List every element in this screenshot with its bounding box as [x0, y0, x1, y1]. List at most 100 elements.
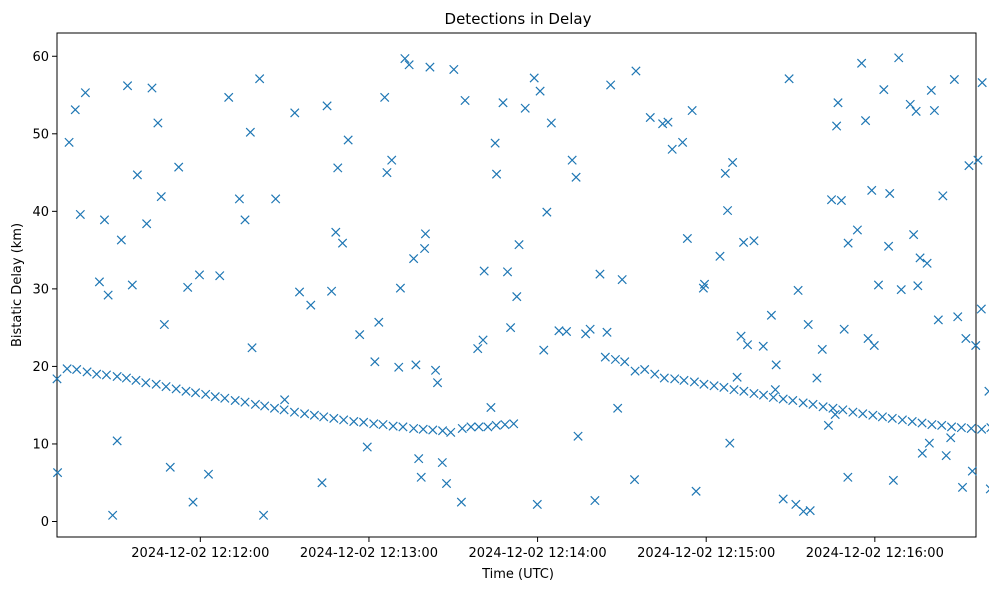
- data-point: [629, 474, 640, 485]
- data-point: [868, 410, 878, 420]
- data-point: [72, 364, 82, 375]
- data-point: [620, 357, 630, 367]
- data-point: [879, 84, 889, 95]
- data-point: [269, 403, 280, 413]
- data-point: [224, 92, 234, 102]
- data-point: [691, 486, 701, 496]
- data-point: [905, 99, 915, 109]
- data-point: [343, 135, 353, 145]
- data-point: [687, 105, 697, 116]
- data-point: [812, 373, 822, 383]
- data-point: [897, 415, 907, 425]
- data-point: [411, 360, 421, 370]
- data-point: [831, 121, 842, 131]
- data-point: [535, 86, 545, 96]
- data-point: [843, 238, 853, 248]
- data-point: [917, 418, 927, 428]
- data-point: [240, 215, 250, 225]
- data-point: [409, 423, 419, 434]
- data-point: [188, 497, 198, 507]
- data-point: [976, 304, 986, 314]
- data-point: [709, 381, 719, 391]
- data-point: [546, 118, 556, 128]
- data-point: [380, 92, 390, 102]
- data-point: [913, 281, 923, 291]
- data-point: [245, 127, 255, 137]
- data-point: [80, 88, 91, 98]
- data-point: [839, 324, 849, 334]
- data-point: [727, 157, 738, 168]
- data-point: [833, 98, 843, 108]
- data-point: [306, 300, 316, 310]
- data-point: [887, 413, 897, 423]
- data-point: [414, 454, 424, 464]
- data-point: [156, 191, 166, 202]
- data-point: [908, 229, 919, 240]
- data-point: [258, 510, 269, 520]
- data-point: [420, 229, 431, 239]
- data-point: [670, 374, 680, 384]
- data-point: [378, 419, 388, 430]
- data-point: [512, 292, 522, 302]
- data-point: [62, 364, 72, 374]
- data-point: [883, 241, 894, 251]
- data-point: [317, 478, 327, 488]
- data-point: [151, 379, 161, 389]
- data-point: [190, 388, 201, 398]
- data-point: [425, 62, 435, 72]
- data-point: [409, 254, 419, 264]
- data-point: [922, 258, 932, 268]
- data-point: [326, 286, 337, 296]
- data-point: [234, 194, 245, 204]
- data-point: [473, 343, 483, 354]
- data-point: [917, 448, 927, 458]
- data-point: [771, 360, 781, 370]
- data-point: [613, 403, 623, 413]
- data-point: [174, 162, 184, 172]
- data-point: [729, 385, 739, 395]
- data-point: [830, 409, 840, 420]
- data-point: [843, 472, 853, 482]
- data-point: [640, 364, 650, 375]
- data-point: [339, 415, 349, 425]
- x-tick-label: 2024-12-02 12:15:00: [637, 546, 775, 561]
- data-point: [984, 386, 989, 396]
- data-point: [803, 319, 813, 330]
- data-point: [532, 499, 542, 510]
- data-point: [142, 219, 152, 229]
- data-point: [279, 405, 289, 415]
- data-point: [768, 392, 778, 403]
- data-point: [742, 340, 753, 350]
- data-point: [858, 409, 868, 419]
- data-point: [977, 78, 987, 88]
- data-point: [725, 438, 735, 448]
- data-point: [428, 425, 438, 435]
- data-point: [554, 326, 564, 336]
- data-point: [808, 399, 818, 410]
- data-point: [888, 475, 898, 486]
- data-point: [924, 438, 934, 448]
- data-point: [961, 333, 971, 344]
- data-point: [907, 416, 917, 427]
- data-point: [112, 436, 122, 446]
- data-point: [610, 354, 621, 365]
- data-point: [791, 499, 801, 510]
- data-point: [679, 375, 689, 385]
- data-point: [294, 287, 305, 297]
- data-point: [877, 412, 888, 422]
- data-point: [75, 209, 85, 220]
- data-point: [121, 373, 132, 383]
- x-tick-label: 2024-12-02 12:12:00: [131, 546, 269, 561]
- data-point: [478, 335, 488, 345]
- data-point: [817, 344, 827, 354]
- data-point: [722, 205, 733, 216]
- data-point: [449, 64, 459, 75]
- data-point: [778, 394, 788, 404]
- data-point: [677, 137, 688, 147]
- data-point: [210, 392, 220, 402]
- data-point: [370, 357, 380, 367]
- data-point: [617, 274, 627, 285]
- data-point: [848, 407, 858, 417]
- data-point: [520, 103, 530, 113]
